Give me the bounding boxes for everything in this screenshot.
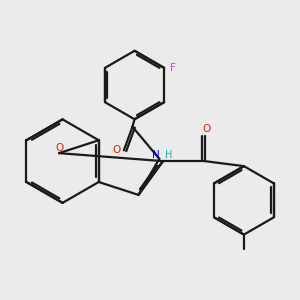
- Text: O: O: [112, 145, 121, 155]
- Text: H: H: [165, 150, 172, 161]
- Text: O: O: [202, 124, 211, 134]
- Text: F: F: [170, 63, 176, 73]
- Text: O: O: [55, 143, 63, 153]
- Text: N: N: [152, 150, 160, 161]
